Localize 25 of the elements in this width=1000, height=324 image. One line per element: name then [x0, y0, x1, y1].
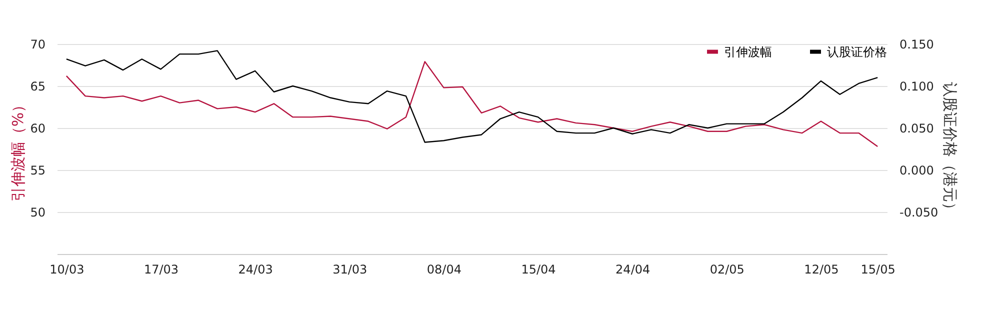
x-tick-label: 02/05	[710, 262, 744, 276]
x-tick-label: 15/04	[521, 262, 556, 276]
y-tick-label: 70	[30, 38, 46, 52]
y-axis-title: 引伸波幅（%）	[9, 97, 28, 202]
y-tick-label: 65	[30, 80, 46, 94]
x-tick-label: 15/05	[860, 262, 896, 276]
line-series	[66, 61, 878, 148]
x-tick-label: 10/03	[50, 262, 84, 276]
y2-tick-label: 0.050	[900, 122, 934, 136]
x-tick-label: 12/05	[804, 262, 839, 276]
y-tick-label: 60	[30, 122, 46, 136]
y2-tick-label: -0.050	[900, 206, 938, 220]
legend-label: 引伸波幅	[724, 44, 772, 59]
y2-tick-label: 0.000	[900, 164, 934, 178]
y2-tick-label: 0.100	[900, 80, 934, 94]
x-tick-label: 17/03	[144, 262, 179, 276]
x-tick-label: 31/03	[332, 262, 368, 276]
y-tick-label: 55	[30, 164, 46, 178]
y2-tick-label: 0.150	[900, 38, 934, 52]
legend-label: 认股证价格	[827, 44, 887, 59]
y2-axis-title: 认股证价格（港元）	[941, 82, 960, 217]
x-tick-label: 08/04	[426, 262, 462, 276]
x-tick-label: 24/03	[238, 262, 273, 276]
x-tick-label: 24/04	[616, 262, 650, 276]
y-tick-label: 50	[30, 206, 46, 220]
